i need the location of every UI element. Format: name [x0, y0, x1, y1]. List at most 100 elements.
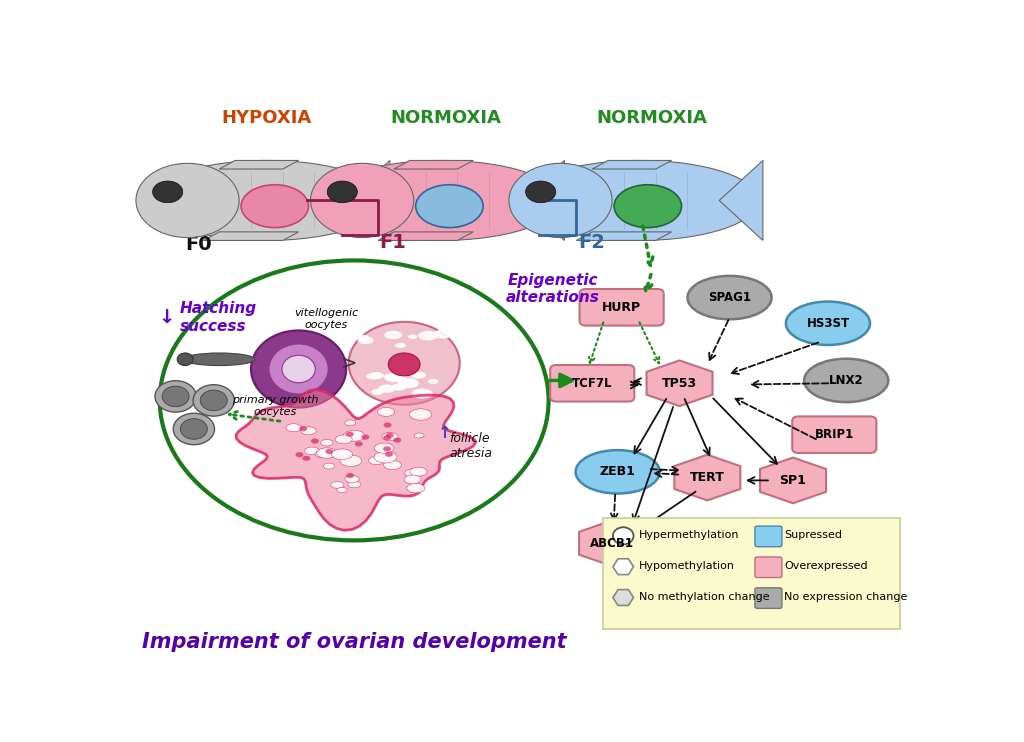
Ellipse shape	[613, 528, 634, 545]
Ellipse shape	[357, 336, 374, 344]
Ellipse shape	[525, 181, 556, 203]
Ellipse shape	[321, 439, 333, 446]
Ellipse shape	[382, 433, 398, 441]
Ellipse shape	[384, 331, 402, 339]
Ellipse shape	[385, 373, 404, 382]
Ellipse shape	[379, 384, 395, 393]
Text: Hatching
success: Hatching success	[179, 301, 257, 334]
Ellipse shape	[180, 418, 207, 439]
Polygon shape	[675, 455, 740, 500]
Text: ↓: ↓	[158, 308, 174, 327]
Ellipse shape	[326, 449, 334, 454]
Ellipse shape	[785, 301, 870, 345]
Ellipse shape	[804, 358, 888, 402]
Ellipse shape	[354, 441, 362, 447]
Ellipse shape	[286, 424, 301, 432]
Ellipse shape	[345, 420, 355, 426]
Ellipse shape	[388, 353, 420, 376]
Ellipse shape	[311, 439, 318, 444]
Ellipse shape	[378, 407, 394, 416]
Polygon shape	[237, 390, 475, 531]
Ellipse shape	[345, 476, 359, 483]
Text: No expression change: No expression change	[784, 592, 907, 602]
Ellipse shape	[316, 448, 337, 459]
Ellipse shape	[509, 163, 612, 237]
Ellipse shape	[412, 388, 433, 398]
Text: primary growth
oocytes: primary growth oocytes	[231, 395, 318, 417]
Polygon shape	[719, 160, 763, 240]
Ellipse shape	[302, 456, 310, 461]
Ellipse shape	[367, 373, 379, 379]
Text: Supressed: Supressed	[784, 531, 843, 540]
FancyBboxPatch shape	[580, 289, 664, 326]
Text: follicle
atresia: follicle atresia	[450, 432, 493, 460]
Polygon shape	[346, 160, 390, 240]
Ellipse shape	[194, 384, 234, 416]
Ellipse shape	[418, 331, 438, 341]
Text: SP1: SP1	[779, 474, 807, 487]
Text: Hypomethylation: Hypomethylation	[639, 561, 735, 571]
Polygon shape	[219, 160, 299, 169]
Polygon shape	[378, 232, 473, 240]
Ellipse shape	[383, 446, 391, 451]
Polygon shape	[613, 559, 634, 574]
Ellipse shape	[282, 355, 315, 383]
Text: Overexpressed: Overexpressed	[784, 561, 868, 571]
Ellipse shape	[155, 381, 197, 412]
Text: Epigenetic
alterations: Epigenetic alterations	[506, 273, 599, 305]
Ellipse shape	[391, 384, 407, 390]
Text: F1: F1	[380, 233, 407, 252]
Polygon shape	[760, 458, 826, 503]
FancyBboxPatch shape	[602, 518, 900, 629]
Text: Hypermethylation: Hypermethylation	[639, 531, 739, 540]
Text: HYPOXIA: HYPOXIA	[222, 109, 312, 127]
Text: ZEB1: ZEB1	[600, 465, 636, 479]
FancyBboxPatch shape	[793, 416, 877, 453]
Ellipse shape	[393, 438, 401, 443]
Ellipse shape	[408, 335, 418, 339]
Text: >: >	[340, 354, 356, 372]
Ellipse shape	[372, 389, 384, 395]
Ellipse shape	[395, 343, 406, 348]
Polygon shape	[646, 361, 713, 406]
Text: vitellogenic
oocytes: vitellogenic oocytes	[294, 308, 358, 329]
Ellipse shape	[331, 482, 344, 488]
Ellipse shape	[386, 433, 394, 438]
Ellipse shape	[385, 452, 393, 457]
Ellipse shape	[357, 335, 370, 341]
Text: Impairment of ovarian development: Impairment of ovarian development	[142, 632, 566, 652]
Polygon shape	[394, 160, 473, 169]
Ellipse shape	[384, 461, 401, 470]
Text: ↑: ↑	[437, 424, 452, 441]
Ellipse shape	[324, 463, 335, 469]
Ellipse shape	[315, 450, 330, 458]
Ellipse shape	[416, 185, 483, 228]
Ellipse shape	[383, 435, 391, 440]
Ellipse shape	[415, 433, 424, 438]
Ellipse shape	[390, 372, 407, 381]
Ellipse shape	[337, 487, 347, 493]
Ellipse shape	[374, 443, 394, 453]
Ellipse shape	[346, 473, 354, 478]
Text: NORMOXIA: NORMOXIA	[390, 109, 501, 127]
Ellipse shape	[296, 452, 303, 457]
Ellipse shape	[301, 427, 316, 435]
Ellipse shape	[401, 355, 410, 360]
Text: F2: F2	[578, 233, 605, 252]
Ellipse shape	[408, 382, 418, 387]
Ellipse shape	[687, 276, 772, 319]
Text: SPAG1: SPAG1	[708, 291, 751, 304]
Ellipse shape	[575, 450, 659, 493]
Ellipse shape	[369, 372, 384, 379]
Ellipse shape	[397, 378, 419, 388]
Ellipse shape	[269, 344, 329, 394]
Ellipse shape	[177, 353, 194, 366]
Polygon shape	[580, 520, 645, 566]
Ellipse shape	[521, 160, 759, 240]
Ellipse shape	[147, 160, 386, 240]
Polygon shape	[521, 160, 564, 240]
Ellipse shape	[136, 163, 239, 237]
FancyBboxPatch shape	[755, 557, 782, 577]
Ellipse shape	[410, 409, 432, 420]
Ellipse shape	[369, 456, 385, 464]
